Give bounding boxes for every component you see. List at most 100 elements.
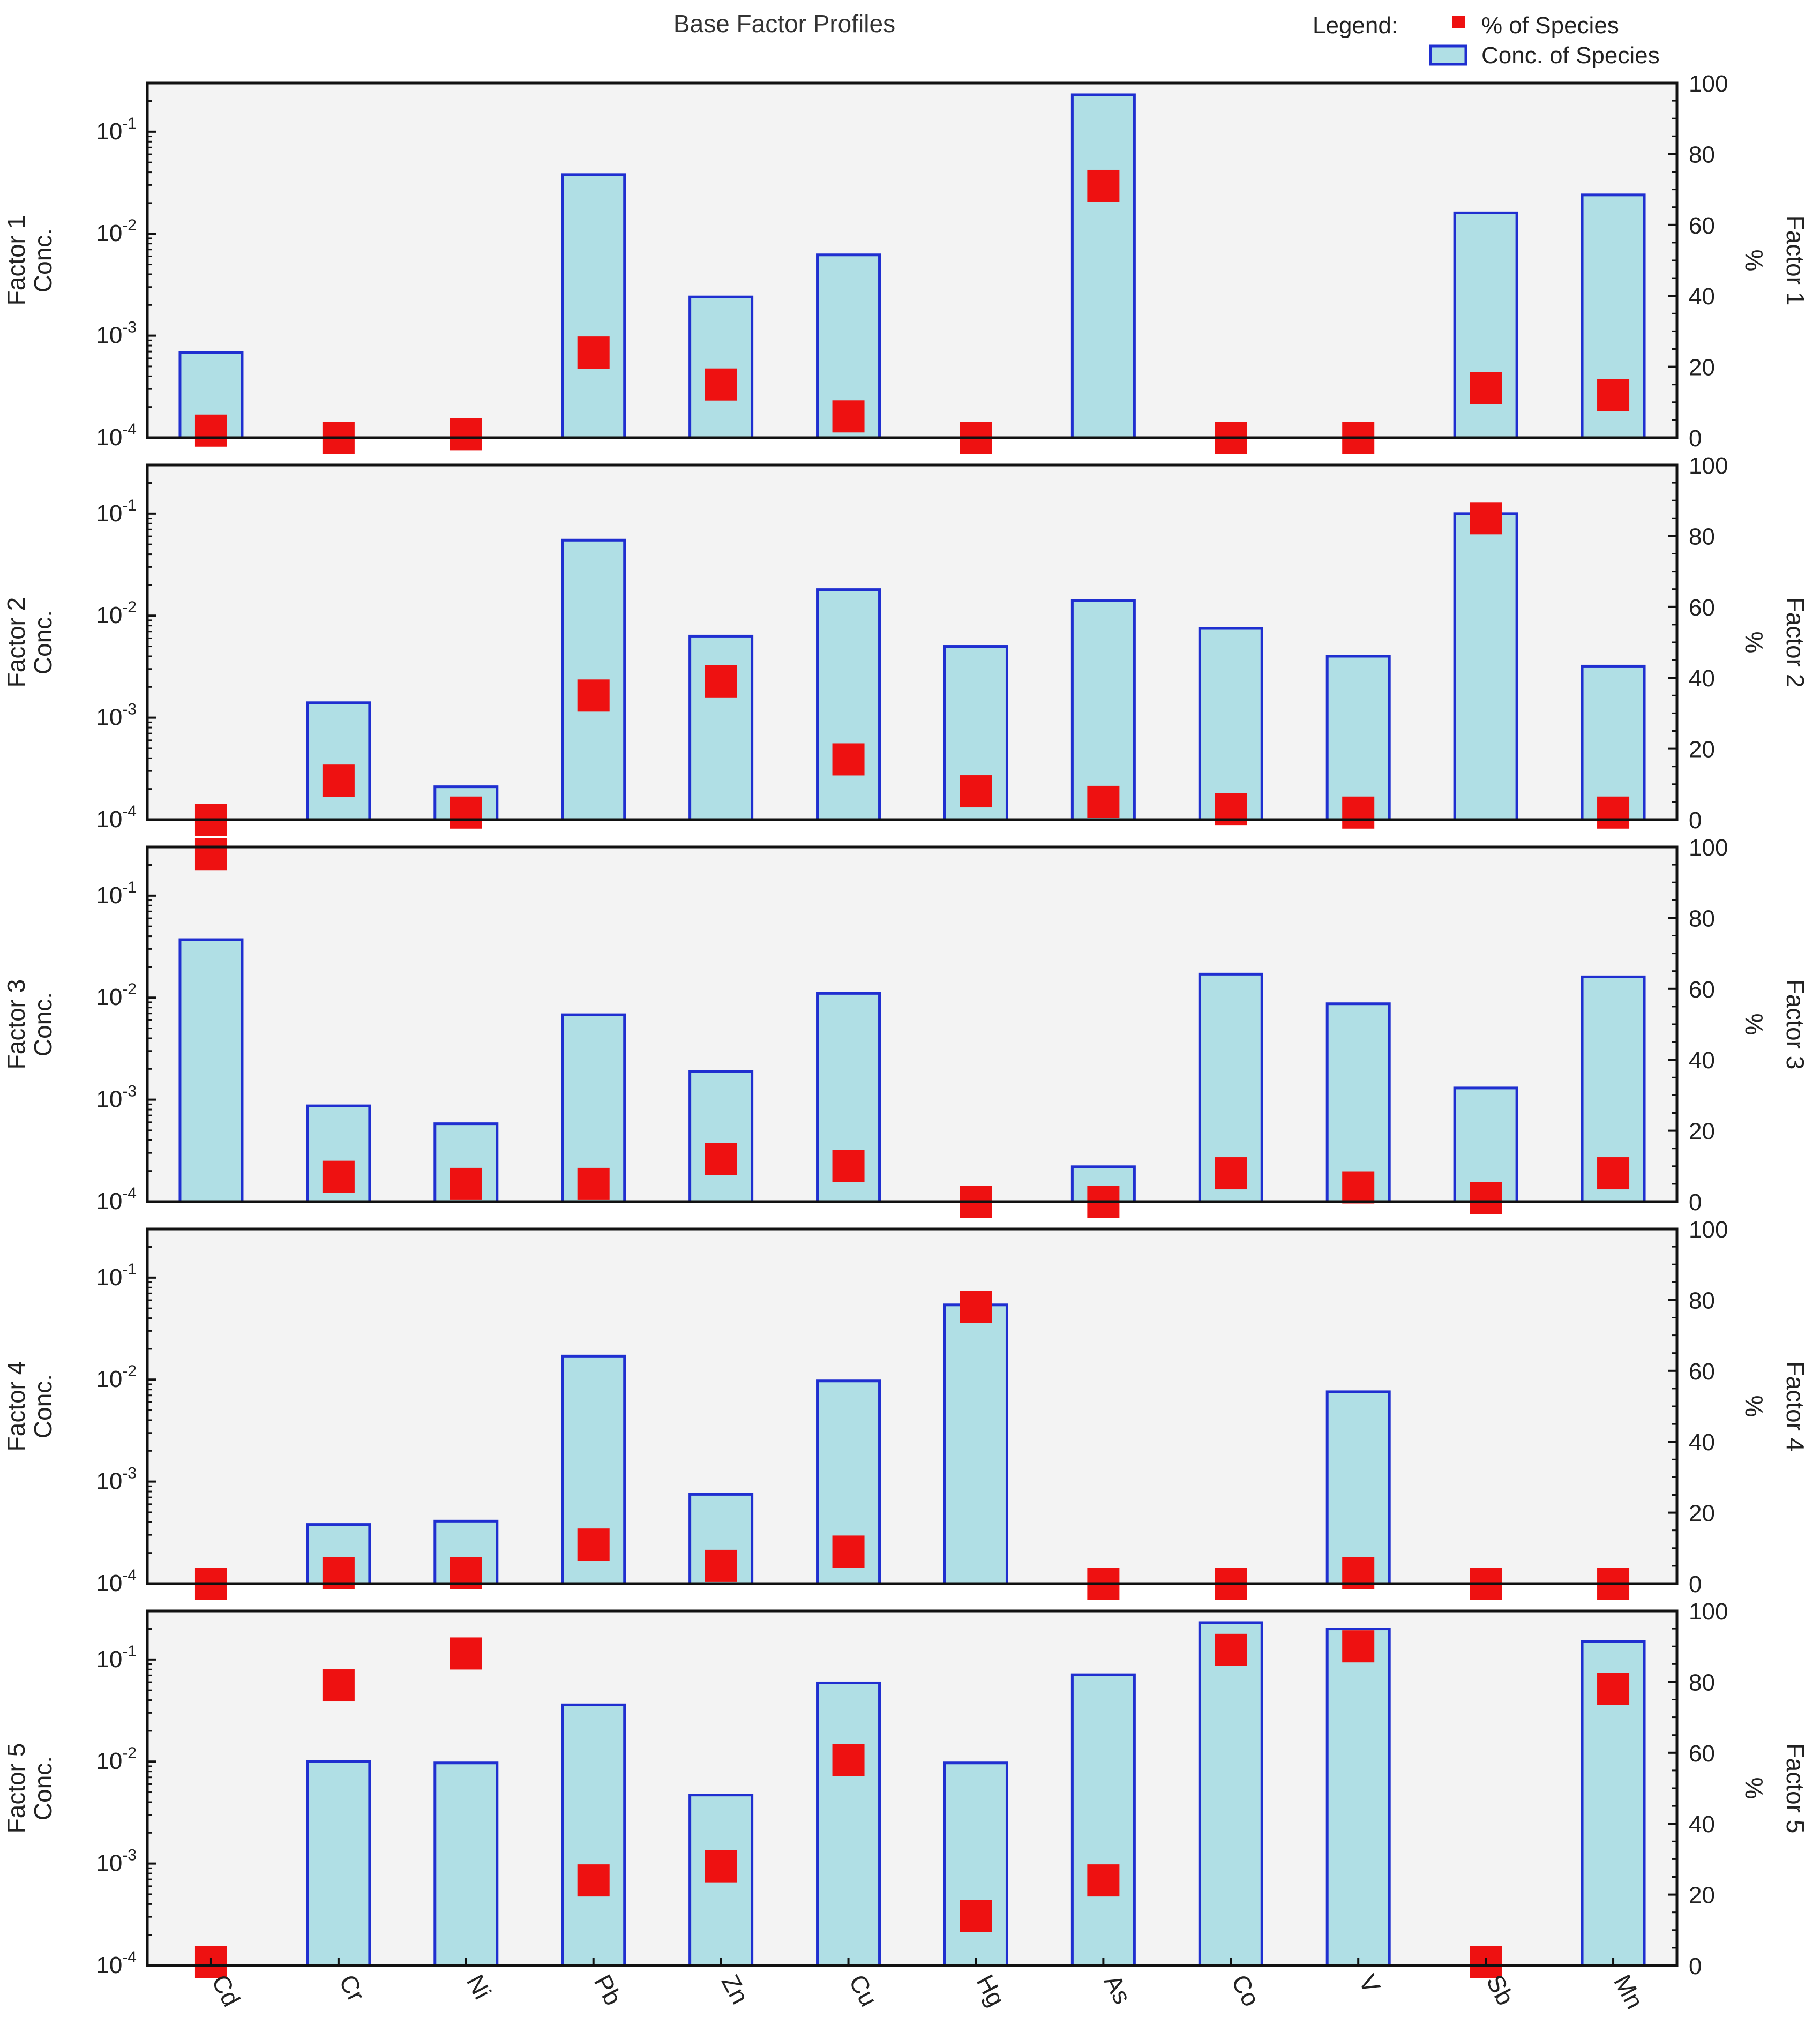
category-label-cu: Cu bbox=[844, 1970, 883, 2011]
right-tick-label: 80 bbox=[1689, 141, 1715, 168]
conc-bar-zn bbox=[688, 1070, 754, 1203]
right-tick-label: 20 bbox=[1689, 1883, 1715, 1909]
left-tick-label: 10-2 bbox=[96, 1744, 137, 1774]
right-axis-label: Factor 4 bbox=[1781, 1361, 1809, 1452]
plot-background bbox=[147, 1229, 1677, 1584]
category-label-as: As bbox=[1099, 1970, 1137, 2008]
left-tick-label: 10-3 bbox=[96, 1847, 137, 1877]
right-tick-label: 60 bbox=[1689, 213, 1715, 239]
plot-background bbox=[147, 1611, 1677, 1966]
left-tick-label: 10-1 bbox=[96, 1261, 137, 1291]
left-axis-label: Conc. bbox=[29, 610, 57, 674]
percent-marker-cr bbox=[322, 1160, 355, 1193]
right-axis-label: Factor 1 bbox=[1781, 215, 1809, 306]
tick-base: 10 bbox=[96, 882, 122, 909]
left-tick-label: 10-3 bbox=[96, 1083, 137, 1113]
right-axis-unit: % bbox=[1740, 1396, 1768, 1418]
percent-marker-as bbox=[1087, 1864, 1120, 1897]
tick-exponent: -3 bbox=[122, 1847, 137, 1864]
percent-marker-sb bbox=[1470, 372, 1502, 404]
percent-marker-sb bbox=[1470, 502, 1502, 535]
tick-exponent: -1 bbox=[122, 1643, 137, 1660]
right-tick-label: 20 bbox=[1689, 355, 1715, 381]
percent-marker-zn bbox=[705, 665, 737, 698]
conc-bar-as bbox=[1070, 1673, 1136, 1967]
percent-marker-sb bbox=[1470, 1182, 1502, 1214]
conc-bar-cr bbox=[306, 701, 371, 821]
percent-marker-zn bbox=[705, 1143, 737, 1175]
conc-bar-pb bbox=[561, 1703, 626, 1967]
left-tick-label: 10-1 bbox=[96, 115, 137, 145]
right-tick-label: 80 bbox=[1689, 523, 1715, 550]
percent-marker-pb bbox=[577, 679, 610, 712]
tick-base: 10 bbox=[96, 500, 122, 527]
conc-bar-v bbox=[1325, 655, 1391, 821]
tick-base: 10 bbox=[96, 1748, 122, 1774]
conc-bar-cu bbox=[816, 588, 881, 821]
plot-background bbox=[147, 465, 1677, 820]
percent-marker-cu bbox=[832, 1744, 865, 1776]
legend-conc-marker bbox=[1429, 44, 1467, 66]
percent-marker-zn bbox=[705, 1549, 737, 1582]
percent-marker-zn bbox=[705, 368, 737, 401]
left-axis-label: Conc. bbox=[29, 1374, 57, 1438]
tick-exponent: -2 bbox=[122, 1362, 137, 1380]
tick-exponent: -1 bbox=[122, 879, 137, 896]
right-tick-label: 60 bbox=[1689, 595, 1715, 621]
tick-base: 10 bbox=[96, 220, 122, 246]
tick-base: 10 bbox=[96, 1366, 122, 1392]
percent-marker-cu bbox=[832, 1150, 865, 1182]
left-tick-label: 10-3 bbox=[96, 1465, 137, 1495]
left-tick-label: 10-3 bbox=[96, 319, 137, 349]
percent-marker-mn bbox=[1597, 1157, 1630, 1190]
tick-base: 10 bbox=[96, 1468, 122, 1495]
right-axis-unit: % bbox=[1740, 250, 1768, 272]
tick-base: 10 bbox=[96, 984, 122, 1010]
percent-marker-pb bbox=[577, 336, 610, 369]
right-tick-label: 20 bbox=[1689, 1119, 1715, 1145]
right-tick-label: 60 bbox=[1689, 1359, 1715, 1385]
percent-marker-mn bbox=[1597, 1673, 1630, 1705]
legend-conc-text: Conc. of Species bbox=[1481, 42, 1660, 69]
left-axis-label: Factor 1 bbox=[2, 215, 30, 306]
conc-bar-co bbox=[1198, 1621, 1263, 1967]
percent-marker-hg bbox=[960, 1900, 992, 1932]
legend-percent-marker bbox=[1452, 16, 1465, 28]
tick-exponent: -2 bbox=[122, 1744, 137, 1762]
conc-bar-as bbox=[1070, 93, 1136, 439]
tick-exponent: -1 bbox=[122, 115, 137, 132]
right-tick-label: 0 bbox=[1689, 1189, 1702, 1216]
tick-base: 10 bbox=[96, 1086, 122, 1113]
right-tick-label: 80 bbox=[1689, 905, 1715, 932]
right-tick-label: 60 bbox=[1689, 977, 1715, 1003]
tick-exponent: -3 bbox=[122, 1083, 137, 1100]
right-tick-label: 40 bbox=[1689, 1811, 1715, 1838]
percent-marker-cr bbox=[322, 1669, 355, 1702]
legend-percent-text: % of Species bbox=[1481, 12, 1619, 39]
right-tick-label: 100 bbox=[1689, 1217, 1728, 1243]
right-tick-label: 100 bbox=[1689, 453, 1728, 479]
right-axis-unit: % bbox=[1740, 1778, 1768, 1799]
tick-base: 10 bbox=[96, 602, 122, 628]
right-axis-label: Factor 5 bbox=[1781, 1743, 1809, 1834]
tick-exponent: -4 bbox=[122, 803, 137, 820]
conc-bar-zn bbox=[688, 295, 754, 439]
percent-marker-as bbox=[1087, 169, 1120, 202]
percent-marker-cu bbox=[832, 400, 865, 433]
left-tick-label: 10-1 bbox=[96, 497, 137, 527]
percent-marker-v bbox=[1342, 1171, 1375, 1204]
percent-marker-co bbox=[1215, 1157, 1247, 1190]
percent-marker-zn bbox=[705, 1850, 737, 1883]
tick-exponent: -4 bbox=[122, 1948, 137, 1966]
percent-marker-ni bbox=[450, 418, 482, 451]
legend-label: Legend: bbox=[1313, 12, 1398, 39]
percent-marker-pb bbox=[577, 1864, 610, 1897]
conc-bar-pb bbox=[561, 173, 626, 439]
tick-exponent: -4 bbox=[122, 1566, 137, 1584]
